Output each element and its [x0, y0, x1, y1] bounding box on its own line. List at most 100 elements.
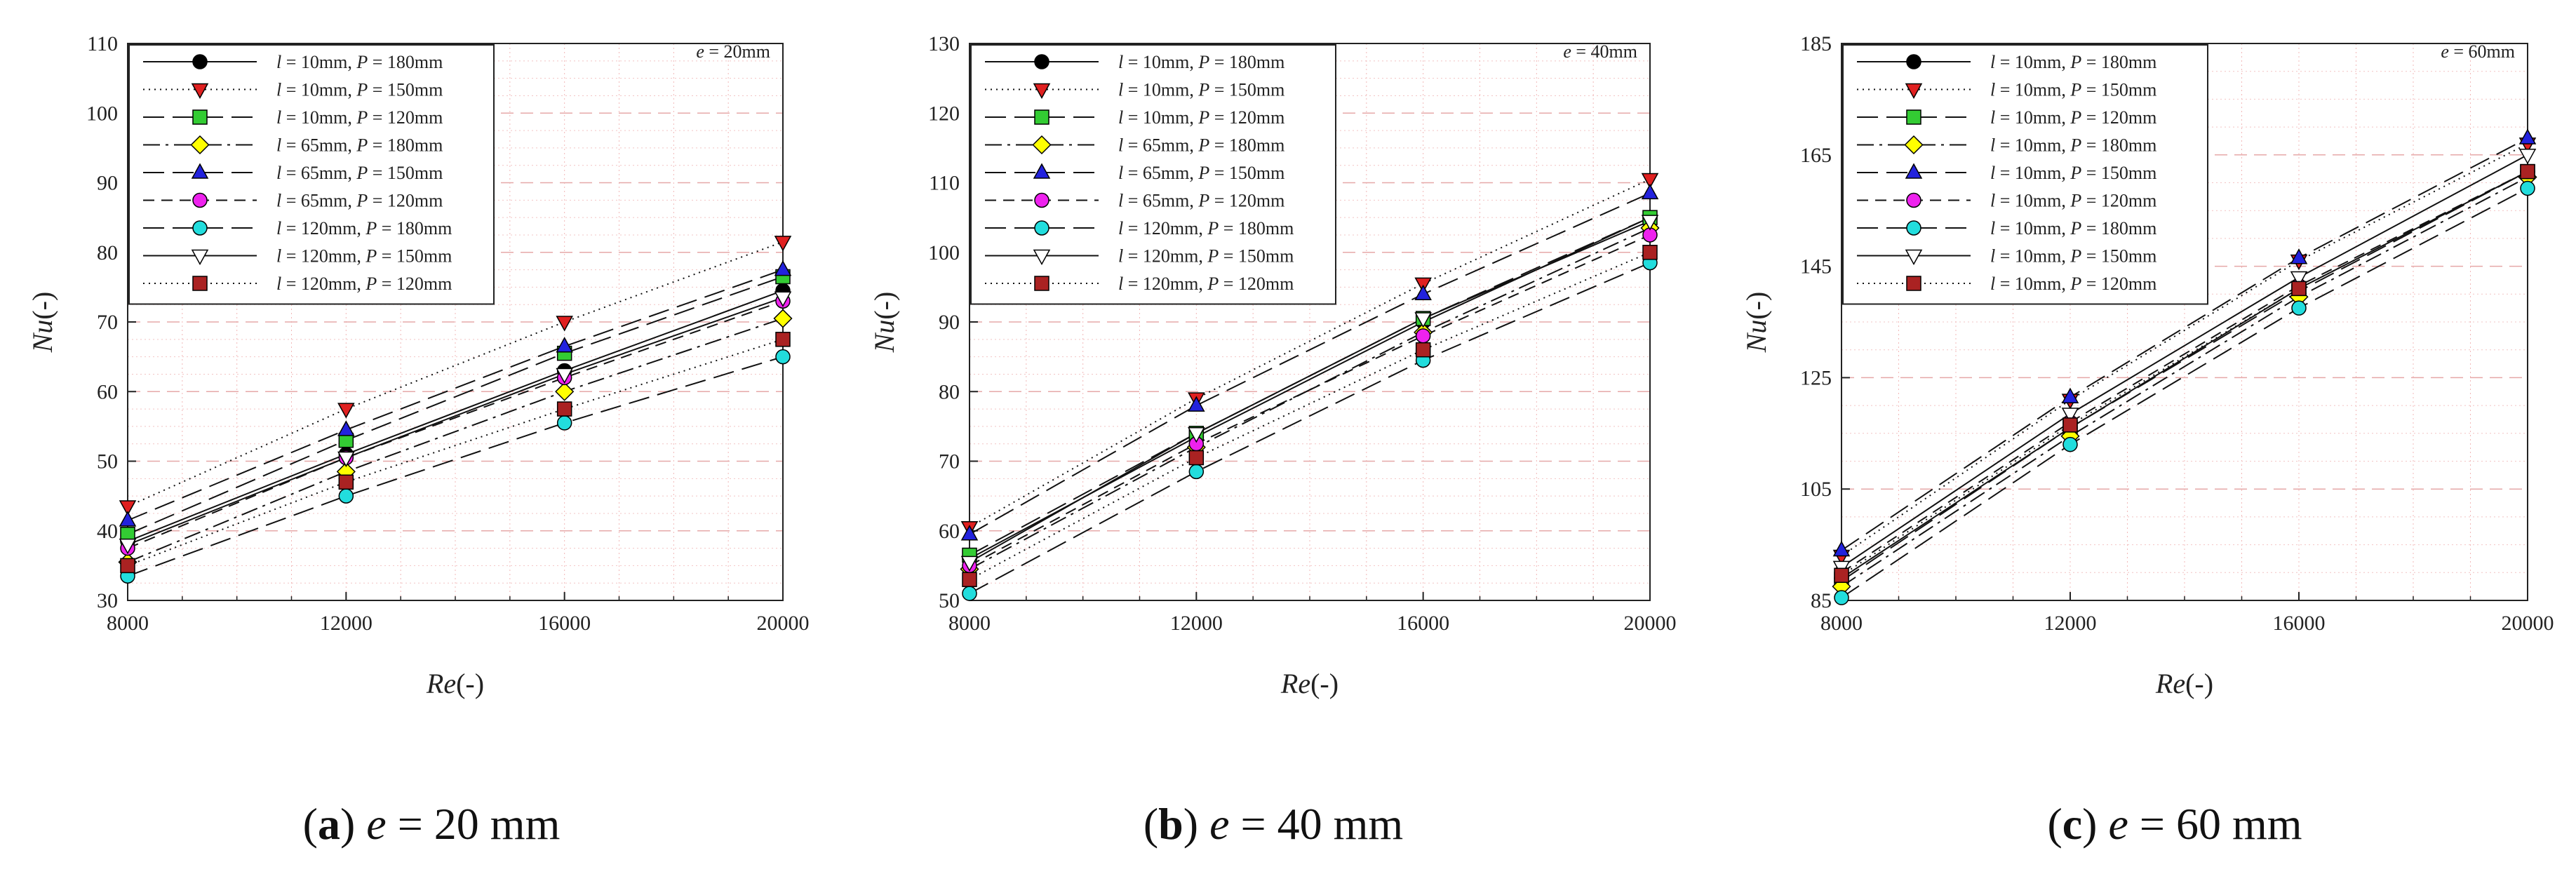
y-tick-label: 100: [928, 241, 960, 264]
x-tick-label: 8000: [948, 612, 991, 635]
data-point: [774, 291, 792, 307]
series-line: [127, 300, 784, 549]
legend-box: [128, 44, 495, 305]
legend-label: l = 120mm, P = 150mm: [1118, 246, 1294, 267]
legend-label: l = 10mm, P = 150mm: [1118, 80, 1284, 100]
legend-label: l = 10mm, P = 150mm: [1990, 80, 2156, 100]
panel-caption: (a) e = 20 mm: [303, 799, 561, 849]
legend-label: l = 10mm, P = 120mm: [1990, 107, 2156, 128]
series-line: [1841, 143, 2528, 557]
y-tick-label: 145: [1800, 255, 1832, 278]
data-point: [774, 236, 792, 252]
y-tick-label: 30: [97, 589, 118, 612]
data-point: [1188, 427, 1205, 443]
legend-label: l = 10mm, P = 120mm: [1990, 191, 2156, 211]
series-line: [1841, 137, 2528, 551]
x-tick-label: 12000: [320, 612, 373, 635]
y-tick-label: 130: [928, 32, 960, 55]
legend-box: [970, 44, 1336, 305]
legend-marker: [1033, 163, 1051, 179]
series-group: [1832, 128, 2537, 605]
legend-label: l = 10mm, P = 120mm: [1990, 274, 2156, 294]
y-tick-label: 90: [97, 172, 118, 195]
y-tick-label: 60: [97, 380, 118, 403]
data-point: [1414, 284, 1432, 301]
y-tick-label: 50: [97, 450, 118, 473]
x-tick-label: 12000: [1170, 612, 1223, 635]
data-point: [1188, 396, 1205, 412]
x-tick-label: 16000: [538, 612, 591, 635]
y-tick-label: 185: [1800, 32, 1832, 55]
legend: l = 10mm, P = 180mm l = 10mm, P = 150mm l …: [970, 44, 1336, 305]
data-point: [2520, 163, 2535, 180]
data-point: [556, 337, 573, 353]
legend-label: l = 65mm, P = 150mm: [1118, 163, 1284, 183]
legend-label: l = 10mm, P = 120mm: [276, 107, 443, 128]
legend-marker: [1906, 220, 1921, 236]
legend-marker: [1034, 109, 1049, 125]
data-point: [1641, 173, 1659, 189]
legend-marker: [1905, 83, 1923, 100]
panel-caption: (c) e = 60 mm: [2047, 799, 2302, 849]
data-point: [1188, 464, 1205, 480]
legend-label: l = 120mm, P = 120mm: [1118, 274, 1294, 294]
legend-marker: [1904, 135, 1924, 155]
data-point: [962, 572, 977, 587]
y-axis-label: Nu(-): [1740, 292, 1772, 354]
legend-label: l = 65mm, P = 150mm: [276, 163, 443, 183]
legend-label: l = 120mm, P = 180mm: [276, 218, 452, 238]
data-point: [960, 525, 979, 541]
legend-marker: [1032, 135, 1052, 155]
data-point: [1642, 245, 1658, 260]
series-line: [127, 338, 784, 567]
x-tick-label: 16000: [1397, 612, 1449, 635]
legend-marker: [191, 163, 209, 179]
y-tick-label: 80: [97, 241, 118, 264]
data-point: [2518, 149, 2537, 165]
data-point: [1641, 215, 1659, 231]
data-point: [775, 332, 791, 347]
series-line: [127, 318, 784, 563]
annotation: e = 60mm: [2441, 41, 2515, 62]
data-point: [1188, 450, 1205, 466]
x-tick-label: 12000: [2044, 612, 2097, 635]
legend-label: l = 10mm, P = 150mm: [1990, 246, 2156, 267]
legend-marker: [1034, 192, 1049, 208]
legend-marker: [1906, 54, 1921, 69]
legend-label: l = 120mm, P = 180mm: [1118, 218, 1294, 238]
series-line: [969, 220, 1651, 563]
annotation: e = 40mm: [1563, 41, 1637, 62]
legend-marker: [192, 276, 208, 291]
data-point: [1415, 342, 1431, 358]
legend-label: l = 10mm, P = 150mm: [1990, 163, 2156, 183]
legend-label: l = 65mm, P = 120mm: [276, 191, 443, 211]
series-line: [1841, 187, 2528, 598]
data-point: [2518, 128, 2537, 144]
y-tick-label: 70: [939, 450, 960, 473]
y-tick-label: 90: [939, 311, 960, 334]
y-tick-label: 100: [86, 102, 118, 125]
y-tick-label: 70: [97, 311, 118, 334]
y-axis-label: Nu(-): [27, 292, 58, 354]
panel-b: 8000 12000 16000 20000 50 60 70 80 90 100 110 120 13…: [868, 32, 1677, 849]
y-tick-label: 60: [939, 520, 960, 543]
legend-box: [1842, 44, 2208, 305]
y-tick-label: 80: [939, 380, 960, 403]
data-point: [2062, 417, 2078, 433]
legend-marker: [190, 135, 210, 155]
x-tick-label: 20000: [757, 612, 810, 635]
legend-marker: [1034, 276, 1049, 291]
legend-label: l = 65mm, P = 180mm: [276, 135, 443, 156]
y-tick-label: 50: [939, 589, 960, 612]
series-line: [127, 269, 784, 521]
x-tick-label: 20000: [1624, 612, 1677, 635]
data-point: [1641, 183, 1659, 200]
legend-marker: [1034, 54, 1049, 69]
data-point: [1834, 590, 1849, 605]
legend-label: l = 65mm, P = 180mm: [1118, 135, 1284, 156]
series-line: [1841, 176, 2528, 587]
data-point: [556, 368, 573, 384]
series-line: [1841, 170, 2528, 582]
data-point: [556, 401, 572, 417]
